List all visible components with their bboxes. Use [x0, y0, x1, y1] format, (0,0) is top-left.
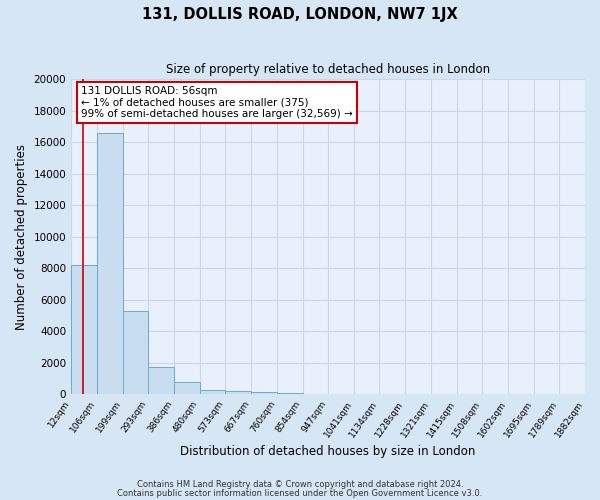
Bar [200, 390, 226, 394]
Bar [226, 392, 251, 394]
Bar [148, 367, 174, 394]
Y-axis label: Number of detached properties: Number of detached properties [15, 144, 28, 330]
Bar [251, 392, 277, 394]
Bar [277, 393, 302, 394]
Text: 131, DOLLIS ROAD, LONDON, NW7 1JX: 131, DOLLIS ROAD, LONDON, NW7 1JX [142, 8, 458, 22]
Title: Size of property relative to detached houses in London: Size of property relative to detached ho… [166, 62, 490, 76]
Text: 131 DOLLIS ROAD: 56sqm
← 1% of detached houses are smaller (375)
99% of semi-det: 131 DOLLIS ROAD: 56sqm ← 1% of detached … [82, 86, 353, 119]
Bar [71, 266, 97, 394]
Text: Contains public sector information licensed under the Open Government Licence v3: Contains public sector information licen… [118, 489, 482, 498]
Bar [174, 382, 200, 394]
X-axis label: Distribution of detached houses by size in London: Distribution of detached houses by size … [181, 444, 476, 458]
Bar [122, 311, 148, 394]
Bar [97, 133, 122, 394]
Text: Contains HM Land Registry data © Crown copyright and database right 2024.: Contains HM Land Registry data © Crown c… [137, 480, 463, 489]
